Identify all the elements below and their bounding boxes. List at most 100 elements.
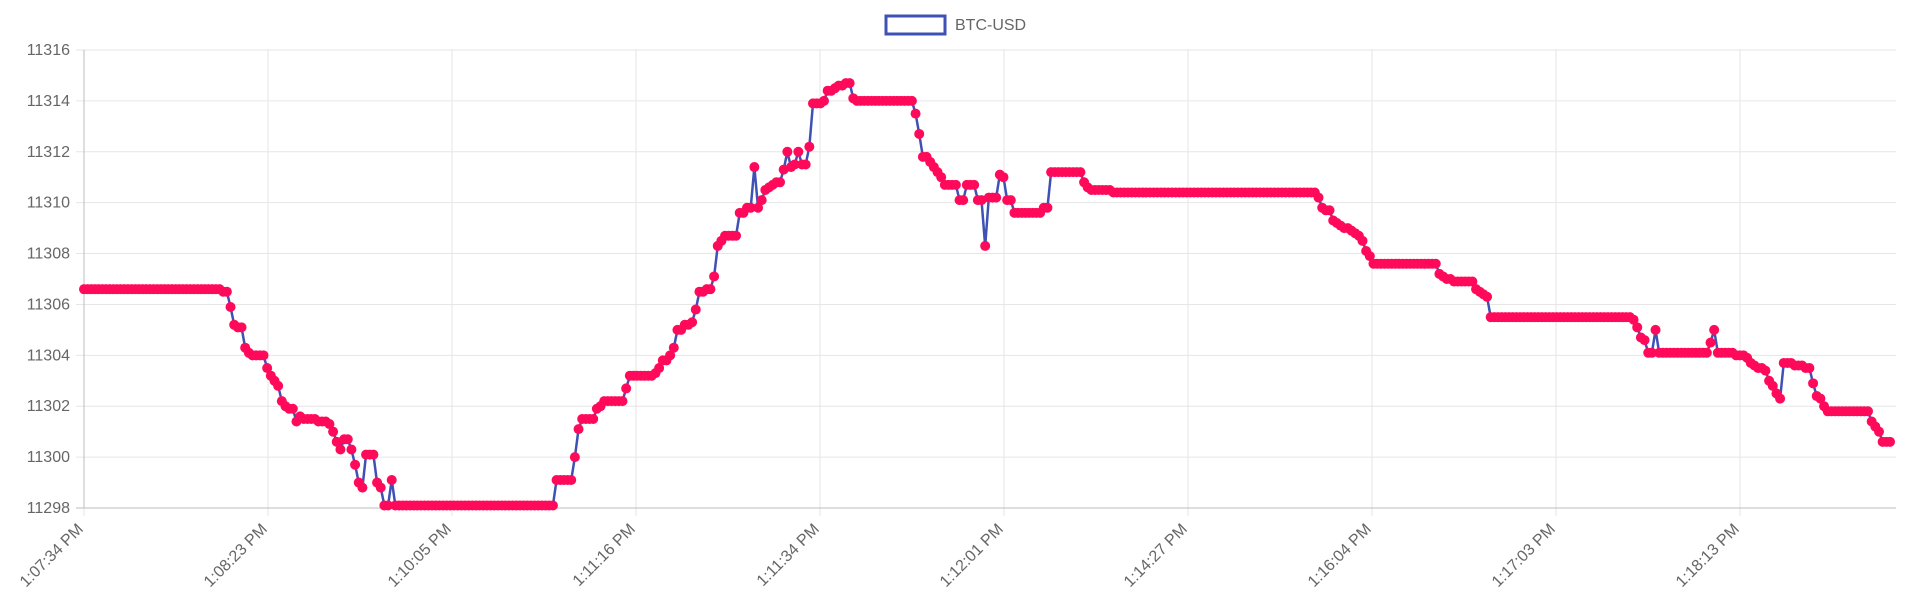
data-point[interactable] — [980, 240, 991, 251]
data-point[interactable] — [588, 413, 599, 424]
data-point[interactable] — [1705, 337, 1716, 348]
data-point[interactable] — [328, 426, 339, 437]
data-point[interactable] — [1808, 378, 1819, 389]
data-point[interactable] — [273, 380, 284, 391]
data-point[interactable] — [324, 419, 335, 430]
data-point[interactable] — [756, 195, 767, 206]
data-point[interactable] — [910, 108, 921, 119]
data-point[interactable] — [357, 482, 368, 493]
data-point[interactable] — [745, 202, 756, 213]
data-point[interactable] — [1042, 202, 1053, 213]
data-point[interactable] — [687, 317, 698, 328]
x-tick-label: 1:11:34 PM — [754, 521, 823, 590]
data-point[interactable] — [1701, 347, 1712, 358]
data-point[interactable] — [1313, 192, 1324, 203]
x-tick-label: 1:12:01 PM — [937, 521, 1007, 591]
data-point[interactable] — [547, 500, 558, 511]
data-point[interactable] — [225, 301, 236, 312]
data-point[interactable] — [1632, 322, 1643, 333]
y-tick-label: 11298 — [27, 500, 70, 517]
data-point[interactable] — [1482, 291, 1493, 302]
data-point[interactable] — [804, 141, 815, 152]
data-point[interactable] — [1628, 314, 1639, 325]
series-points-btc-usd — [79, 78, 1895, 511]
y-tick-label: 11310 — [27, 195, 70, 212]
data-point[interactable] — [368, 449, 379, 460]
x-tick-label: 1:10:05 PM — [385, 521, 455, 591]
data-point[interactable] — [262, 363, 273, 374]
y-tick-label: 11308 — [27, 246, 70, 263]
data-point[interactable] — [800, 159, 811, 170]
data-point[interactable] — [621, 383, 632, 394]
data-point[interactable] — [1357, 235, 1368, 246]
data-point[interactable] — [844, 78, 855, 89]
data-point[interactable] — [383, 500, 394, 511]
data-point[interactable] — [958, 195, 969, 206]
data-point[interactable] — [287, 403, 298, 414]
data-point[interactable] — [1075, 167, 1086, 178]
y-tick-label: 11302 — [27, 398, 70, 415]
data-point[interactable] — [1646, 347, 1657, 358]
data-point[interactable] — [236, 322, 247, 333]
data-point[interactable] — [1467, 276, 1478, 287]
x-tick-label: 1:18:13 PM — [1673, 521, 1743, 591]
y-tick-label: 11316 — [27, 42, 70, 59]
data-point[interactable] — [1760, 365, 1771, 376]
data-point[interactable] — [1639, 335, 1650, 346]
data-point[interactable] — [1863, 406, 1874, 417]
y-tick-label: 11300 — [27, 449, 70, 466]
x-tick-label: 1:16:04 PM — [1305, 521, 1375, 591]
data-point[interactable] — [998, 172, 1009, 183]
data-point[interactable] — [749, 162, 760, 173]
data-point[interactable] — [1364, 251, 1375, 262]
data-point[interactable] — [654, 363, 665, 374]
data-point[interactable] — [936, 172, 947, 183]
data-point[interactable] — [342, 434, 353, 445]
x-axis-tick-labels: 1:07:34 PM 1:08:23 PM 1:10:05 PM 1:11:16 PM… — [17, 521, 1743, 591]
data-point[interactable] — [753, 202, 764, 213]
data-point[interactable] — [1815, 393, 1826, 404]
data-point[interactable] — [258, 350, 269, 361]
data-point[interactable] — [1775, 393, 1786, 404]
data-point[interactable] — [969, 179, 980, 190]
data-point[interactable] — [617, 396, 628, 407]
data-point[interactable] — [709, 271, 720, 282]
data-point[interactable] — [375, 482, 386, 493]
data-point[interactable] — [1767, 380, 1778, 391]
legend-swatch — [884, 14, 947, 36]
data-point[interactable] — [573, 424, 584, 435]
series-line — [84, 81, 1890, 507]
y-tick-label: 11304 — [27, 347, 70, 364]
data-point[interactable] — [1650, 324, 1661, 335]
data-point[interactable] — [731, 230, 742, 241]
data-point[interactable] — [1709, 324, 1720, 335]
data-point[interactable] — [793, 146, 804, 157]
data-point[interactable] — [668, 342, 679, 353]
data-point[interactable] — [1804, 363, 1815, 374]
data-point[interactable] — [346, 444, 357, 455]
data-point[interactable] — [705, 284, 716, 295]
y-tick-label: 11306 — [27, 296, 70, 313]
chart-legend[interactable]: BTC-USD — [884, 14, 1026, 36]
data-point[interactable] — [1430, 258, 1441, 269]
data-point[interactable] — [665, 350, 676, 361]
data-point[interactable] — [690, 304, 701, 315]
data-point[interactable] — [386, 475, 397, 486]
data-point[interactable] — [221, 286, 232, 297]
data-point[interactable] — [789, 159, 800, 170]
data-point[interactable] — [335, 444, 346, 455]
data-point[interactable] — [906, 95, 917, 106]
data-point[interactable] — [782, 146, 793, 157]
data-point[interactable] — [914, 128, 925, 139]
data-point[interactable] — [950, 179, 961, 190]
data-point[interactable] — [566, 475, 577, 486]
data-point[interactable] — [991, 192, 1002, 203]
data-point[interactable] — [1885, 436, 1895, 447]
data-point[interactable] — [350, 459, 361, 470]
data-point[interactable] — [818, 95, 829, 106]
data-point[interactable] — [1324, 205, 1335, 216]
data-point[interactable] — [775, 177, 786, 188]
data-point[interactable] — [569, 452, 580, 463]
data-point[interactable] — [1874, 426, 1885, 437]
data-point[interactable] — [1005, 195, 1016, 206]
